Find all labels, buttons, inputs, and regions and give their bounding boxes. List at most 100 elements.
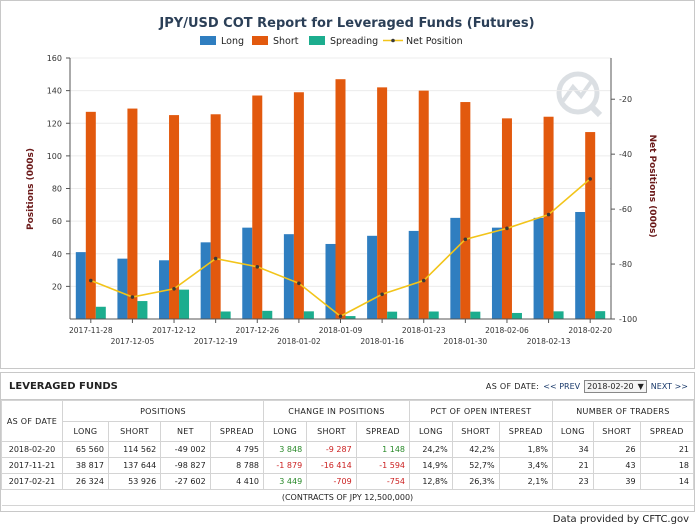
- bar-short-2018-01-09: [335, 79, 346, 319]
- bars-layer: [75, 79, 606, 319]
- table-cell: 137 644: [107, 457, 162, 474]
- bar-long-2018-02-06: [491, 227, 502, 319]
- table-cell: 21: [639, 441, 695, 458]
- y-tick-label: 160: [47, 54, 62, 63]
- axes-layer: 20 40 60 80 100 120 140 160 -20 -40 -60 -80 -100 2017…: [47, 54, 637, 346]
- bar-spreading-2017-11-28: [95, 306, 106, 319]
- dropdown-arrow-icon: ▼: [637, 382, 644, 391]
- table-cell: 26 324: [62, 473, 109, 490]
- table-row: 2017-11-21 38 817 137 644 -98 827 8 788 -1 87…: [1, 457, 695, 474]
- y-tick-label: 60: [52, 217, 62, 226]
- table-cell: 26,3%: [451, 473, 500, 490]
- bar-long-2018-01-30: [450, 217, 461, 319]
- chart-title: JPY/USD COT Report for Leveraged Funds (…: [158, 16, 534, 31]
- net-point-2017-11-28: [89, 278, 93, 283]
- bar-spreading-2018-01-09: [345, 316, 356, 319]
- next-link[interactable]: NEXT >>: [650, 382, 688, 391]
- legend-swatch-long: [200, 36, 216, 45]
- row-date: 2018-02-20: [1, 441, 63, 458]
- bar-long-2018-01-02: [283, 234, 294, 319]
- group-header-traders: NUMBER OF TRADERS: [551, 400, 695, 422]
- bar-short-2018-01-30: [460, 102, 471, 319]
- net-point-2018-01-30: [463, 237, 468, 242]
- bar-spreading-2018-02-20: [595, 311, 606, 319]
- net-line-layer: [89, 177, 592, 319]
- y2-tick-label: -60: [619, 205, 632, 214]
- net-point-2018-02-20: [588, 177, 592, 181]
- bar-short-2018-01-16: [377, 87, 388, 319]
- net-point-2018-01-16: [380, 292, 384, 297]
- table-cell: -9 287: [306, 441, 357, 458]
- table-cell: 21: [551, 457, 594, 474]
- bar-spreading-2017-12-12: [179, 289, 190, 319]
- table-cell: 12,8%: [409, 473, 453, 490]
- bar-long-2018-02-20: [575, 211, 586, 319]
- date-select[interactable]: 2018-02-20 ▼: [584, 380, 647, 393]
- subheader-spread-9: SPREAD: [498, 421, 553, 442]
- leveraged-funds-panel: LEVERAGED FUNDS AS OF DATE: << PREV 2018…: [0, 372, 695, 512]
- table-cell: 52,7%: [451, 457, 500, 474]
- chart-panel: JPY/USD COT Report for Leveraged Funds (…: [0, 0, 695, 369]
- bar-short-2017-12-26: [252, 95, 263, 319]
- net-point-2018-01-23: [421, 278, 426, 283]
- x-tick-label-2017-11-28: 2017-11-28: [69, 326, 113, 335]
- gridlines: [70, 57, 611, 287]
- bar-long-2018-01-16: [367, 235, 378, 319]
- y-tick-label: 20: [52, 282, 62, 291]
- subheader-long-0: LONG: [62, 421, 109, 442]
- y2-tick-label: -80: [619, 260, 632, 269]
- bar-spreading-2017-12-05: [137, 301, 148, 319]
- prev-link[interactable]: << PREV: [543, 382, 581, 391]
- as-of-label: AS OF DATE:: [485, 382, 540, 391]
- date-select-value: 2018-02-20: [587, 382, 634, 391]
- date-column-header: AS OF DATE: [1, 400, 63, 442]
- table-row: 2018-02-20 65 560 114 562 -49 002 4 795 3 848…: [1, 441, 695, 458]
- y-tick-label: 140: [47, 87, 62, 96]
- group-header-pct: PCT OF OPEN INTEREST: [409, 400, 553, 422]
- table-title: LEVERAGED FUNDS: [9, 381, 118, 392]
- subheader-long-10: LONG: [551, 421, 594, 442]
- table-cell: 14: [639, 473, 695, 490]
- legend-label-long[interactable]: Long: [221, 36, 244, 47]
- x-tick-label-2018-01-30: 2018-01-30: [444, 337, 488, 346]
- x-tick-label-2018-02-13: 2018-02-13: [527, 337, 571, 346]
- x-tick-label-2018-01-16: 2018-01-16: [360, 337, 404, 346]
- cot-chart: JPY/USD COT Report for Leveraged Funds (…: [26, 16, 657, 346]
- subheader-short-1: SHORT: [107, 421, 162, 442]
- data-source-credit: Data provided by CFTC.gov: [552, 514, 689, 525]
- bar-short-2017-12-19: [210, 114, 221, 319]
- y-tick-label: 80: [52, 185, 62, 194]
- watermark-logo: [556, 71, 603, 118]
- table-cell: 3,4%: [498, 457, 553, 474]
- table-cell: 14,9%: [409, 457, 453, 474]
- legend-swatch-net-point: [391, 38, 395, 43]
- y-tick-label: 120: [47, 119, 62, 128]
- table-cell: 39: [592, 473, 641, 490]
- table-cell: 2,1%: [498, 473, 553, 490]
- legend-label-short[interactable]: Short: [273, 36, 299, 47]
- table-cell: -98 827: [160, 457, 211, 474]
- table-cell: 18: [639, 457, 695, 474]
- bar-short-2018-01-02: [293, 92, 304, 319]
- bar-long-2018-01-09: [325, 243, 336, 319]
- net-point-2018-01-09: [338, 314, 343, 319]
- bar-long-2017-12-12: [159, 260, 170, 319]
- x-tick-label-2018-01-02: 2018-01-02: [277, 337, 321, 346]
- legend-label-net-position[interactable]: Net Position: [406, 36, 463, 47]
- legend-label-spreading[interactable]: Spreading: [330, 36, 378, 47]
- x-tick-label-2017-12-26: 2017-12-26: [235, 326, 279, 335]
- bar-short-2017-12-12: [169, 115, 180, 319]
- subheader-short-8: SHORT: [451, 421, 500, 442]
- table-body: 2018-02-20 65 560 114 562 -49 002 4 795 3 848…: [1, 441, 695, 490]
- bar-short-2018-02-13: [543, 116, 554, 319]
- table-cell: 42,2%: [451, 441, 500, 458]
- legend-swatch-short: [252, 36, 268, 45]
- bar-short-2017-11-28: [85, 111, 96, 319]
- table-cell: -16 414: [306, 457, 357, 474]
- table-cell: 23: [551, 473, 594, 490]
- bar-short-2018-01-23: [418, 90, 429, 319]
- net-point-2017-12-12: [172, 286, 176, 291]
- bar-long-2017-12-26: [242, 227, 253, 319]
- table-row: 2017-02-21 26 324 53 926 -27 602 4 410 3 449-…: [1, 473, 695, 490]
- y2-tick-label: -40: [619, 150, 632, 159]
